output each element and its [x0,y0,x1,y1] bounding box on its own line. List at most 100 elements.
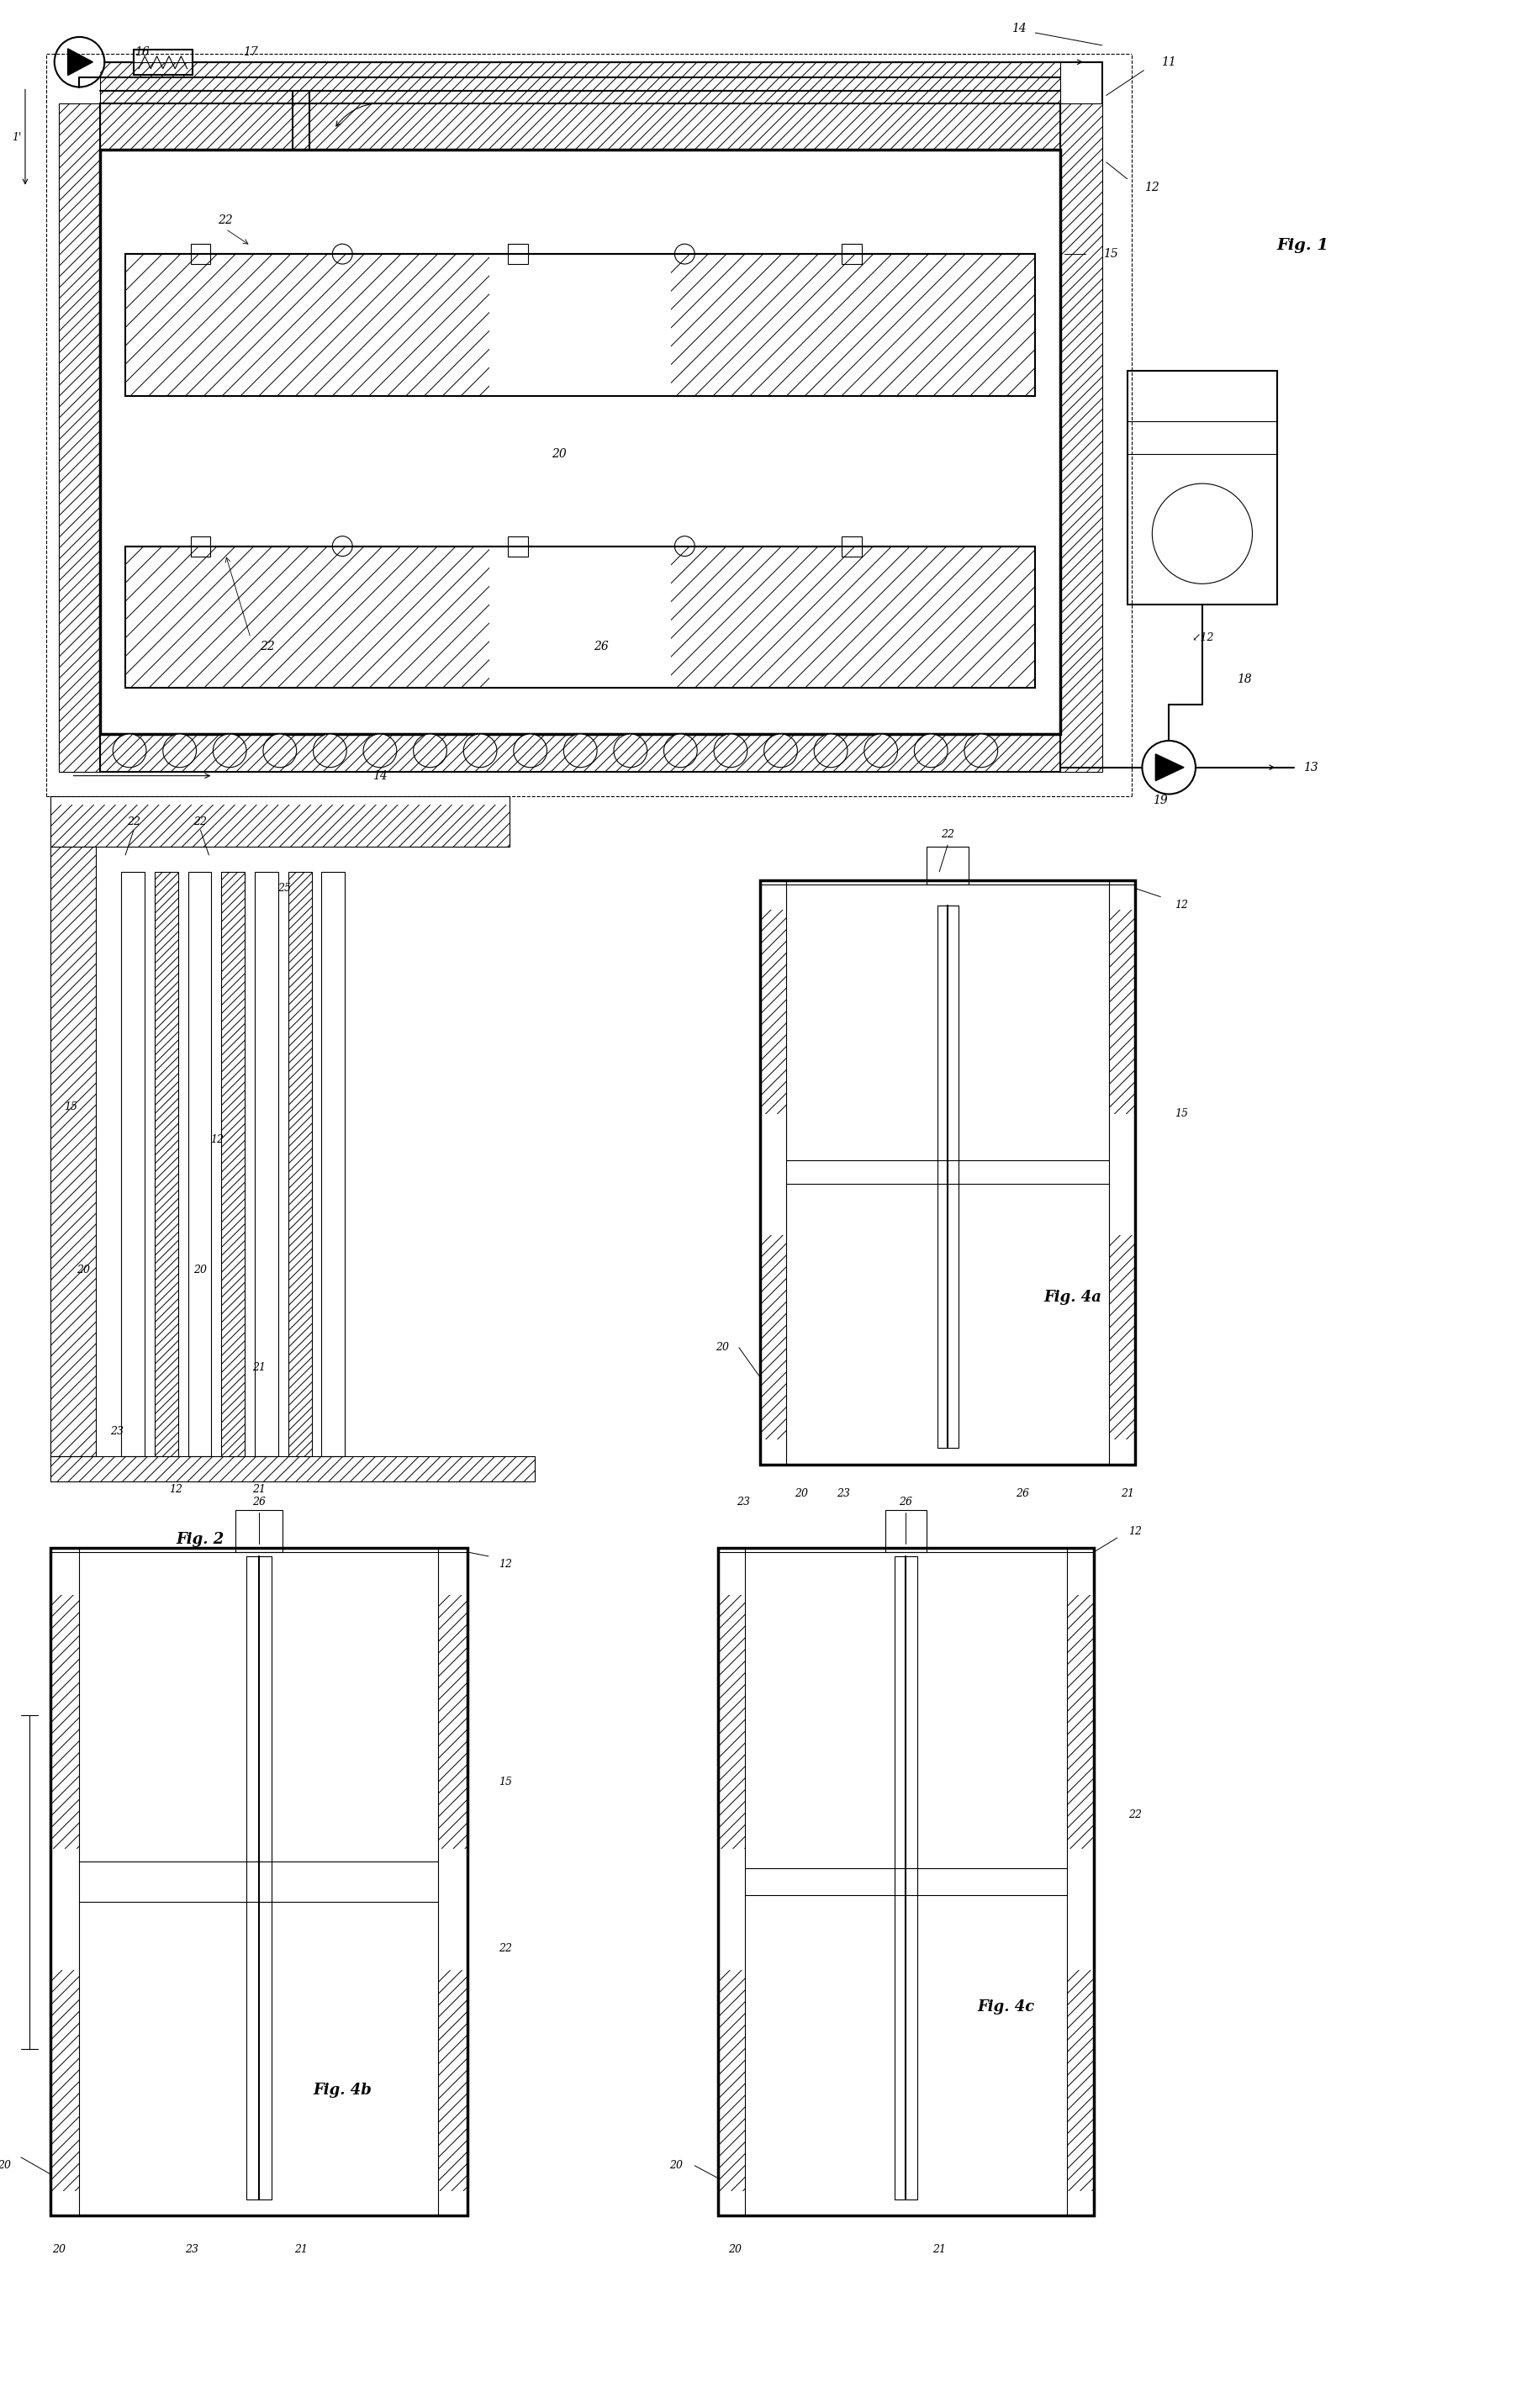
Bar [671,253,1036,395]
Bar [122,872,144,1457]
Circle shape [55,36,105,87]
Bar [125,547,1036,689]
Bar [59,104,100,771]
Bar [841,243,862,265]
Bar [59,104,100,771]
Text: 18: 18 [1237,674,1252,686]
Text: Fig. 4a: Fig. 4a [1043,1291,1101,1305]
Text: 20: 20 [552,448,567,460]
Circle shape [464,734,497,768]
Text: 21: 21 [252,1363,266,1373]
Text: 12: 12 [169,1483,183,1495]
Text: 14: 14 [1011,22,1027,34]
Bar [222,872,245,1457]
Bar [50,1548,467,2215]
Bar [438,1594,467,1849]
Bar [254,872,278,1457]
Text: 1': 1' [12,132,21,142]
Circle shape [864,734,897,768]
Bar [1109,1235,1136,1440]
Bar [100,734,1060,771]
Text: 20: 20 [52,2244,65,2254]
Circle shape [163,734,196,768]
Bar [760,1235,786,1440]
Bar [125,547,490,689]
Bar [841,537,862,556]
Bar [134,51,192,75]
Polygon shape [68,48,93,75]
Bar [718,1970,745,2191]
Bar [236,1510,283,1553]
Bar [50,848,96,1457]
Circle shape [814,734,847,768]
Text: 20: 20 [795,1488,808,1500]
Bar [926,848,969,884]
Text: 12: 12 [210,1134,224,1146]
Circle shape [333,537,353,556]
Text: 21: 21 [932,2244,946,2254]
Bar [937,905,958,1447]
Circle shape [514,734,548,768]
Bar [190,243,210,265]
Circle shape [313,734,347,768]
Circle shape [964,734,998,768]
Bar [1127,371,1278,604]
Bar [508,243,528,265]
Bar [1109,910,1136,1115]
Circle shape [333,243,353,265]
Text: 20: 20 [715,1341,729,1353]
Circle shape [675,243,695,265]
Text: 22: 22 [126,816,140,826]
Text: 12: 12 [1174,901,1188,910]
Polygon shape [1156,754,1183,780]
Bar [100,104,1060,149]
Text: 26: 26 [593,641,608,653]
Text: 19: 19 [1153,795,1168,807]
Text: 12: 12 [1129,1527,1142,1536]
Bar [155,872,178,1457]
Text: 23: 23 [736,1495,750,1507]
Bar [671,547,1036,689]
Text: 21: 21 [294,2244,307,2254]
Circle shape [764,734,797,768]
Bar [321,872,345,1457]
Bar [50,1548,79,2215]
Circle shape [263,734,297,768]
Bar [50,797,510,848]
Text: 22: 22 [1129,1808,1142,1820]
Circle shape [213,734,246,768]
Bar [125,253,490,395]
Text: 21: 21 [1121,1488,1133,1500]
Bar [100,734,1060,771]
Bar [718,1548,1094,2215]
Circle shape [1153,484,1252,583]
Circle shape [113,734,146,768]
Text: 11: 11 [1162,55,1176,67]
Bar [287,872,312,1457]
Bar [50,1457,534,1481]
Text: 22: 22 [193,816,207,826]
Bar [50,1594,79,1849]
Bar [438,1970,467,2191]
Text: 14: 14 [373,771,388,783]
Text: 20: 20 [0,2160,11,2172]
Text: 20: 20 [729,2244,742,2254]
Circle shape [414,734,447,768]
Bar [100,104,1060,149]
Bar [100,149,1060,734]
Bar [1060,104,1103,771]
Bar [508,537,528,556]
Bar [438,1548,467,2215]
Text: 23: 23 [186,2244,199,2254]
Text: 22: 22 [941,828,954,840]
Bar [1068,1970,1094,2191]
Text: 20: 20 [193,1264,207,1276]
Circle shape [614,734,646,768]
Text: 12: 12 [499,1558,513,1570]
Text: 13: 13 [1303,761,1319,773]
Text: 15: 15 [64,1103,78,1112]
Bar [189,872,211,1457]
Text: 26: 26 [899,1495,913,1507]
Text: 12: 12 [1145,181,1159,193]
Bar [190,537,210,556]
